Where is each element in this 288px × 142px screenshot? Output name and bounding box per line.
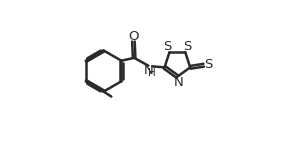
Text: O: O [128, 30, 139, 43]
Text: S: S [164, 40, 172, 53]
Text: S: S [204, 59, 213, 71]
Text: S: S [183, 40, 191, 53]
Text: N: N [174, 76, 184, 89]
Text: N: N [144, 64, 154, 77]
Text: H: H [147, 68, 155, 78]
